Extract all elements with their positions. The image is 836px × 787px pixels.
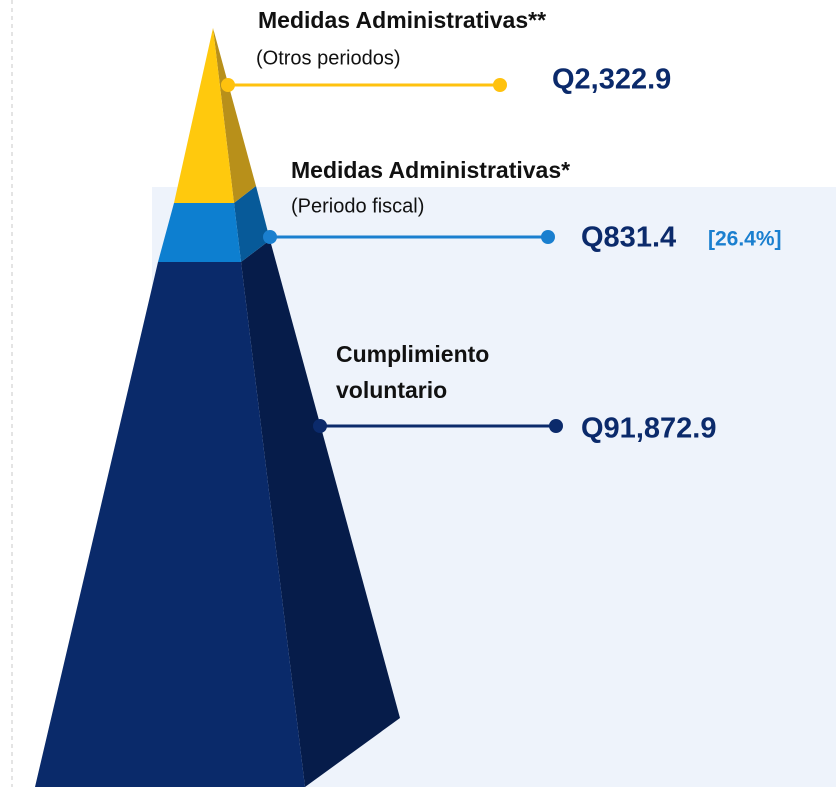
level-value: Q831.4	[581, 222, 676, 254]
connector-dot	[263, 230, 277, 244]
level-value: Q2,322.9	[552, 64, 671, 96]
level-title: Medidas Administrativas*	[291, 157, 570, 183]
connector-dot	[549, 419, 563, 433]
level-subtitle: (Periodo fiscal)	[291, 195, 424, 217]
pyramid-front-top	[174, 28, 234, 203]
level-subtitle: (Otros periodos)	[256, 47, 401, 69]
connectors	[221, 78, 563, 433]
connector-dot	[313, 419, 327, 433]
pyramid	[35, 28, 400, 787]
connector-dot	[541, 230, 555, 244]
level-title: Medidas Administrativas**	[258, 7, 546, 33]
pyramid-side-middle	[234, 186, 270, 262]
level-subtitle: voluntario	[336, 377, 447, 403]
level-title: Cumplimiento	[336, 341, 489, 367]
pyramid-side-top	[213, 28, 256, 203]
pyramid-side-base	[241, 240, 400, 787]
pyramid-front-base	[35, 262, 305, 787]
level-share: [26.4%]	[708, 228, 782, 251]
pyramid-front-middle	[158, 203, 241, 262]
connector-dot	[221, 78, 235, 92]
level-value: Q91,872.9	[581, 413, 716, 445]
connector-dot	[493, 78, 507, 92]
